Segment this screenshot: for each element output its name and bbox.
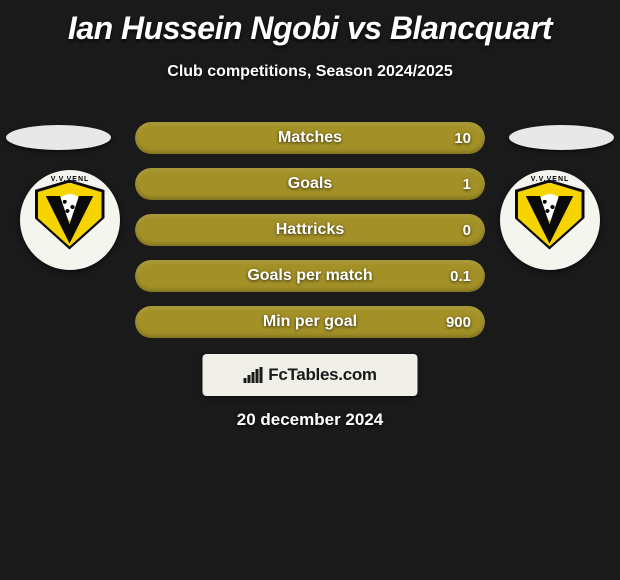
stats-panel: Matches10Goals1Hattricks0Goals per match… — [135, 122, 485, 352]
stat-label: Goals — [135, 168, 485, 200]
club-logo-graphic: V.V.VENL — [508, 178, 593, 263]
stat-value-right: 0.1 — [436, 260, 485, 292]
club-logo-right: V.V.VENL — [500, 170, 600, 270]
stat-bar: Min per goal900 — [135, 306, 485, 338]
player-head-right — [509, 125, 614, 150]
stat-value-right: 900 — [432, 306, 485, 338]
stat-bar: Goals1 — [135, 168, 485, 200]
page-title: Ian Hussein Ngobi vs Blancquart — [0, 0, 620, 47]
stat-value-right: 10 — [440, 122, 485, 154]
brand-text: FcTables.com — [268, 365, 377, 385]
root: Ian Hussein Ngobi vs Blancquart Club com… — [0, 0, 620, 81]
stat-label: Matches — [135, 122, 485, 154]
club-logo-graphic: V.V.VENL — [28, 178, 113, 263]
club-logo-left: V.V.VENL — [20, 170, 120, 270]
stat-bar: Matches10 — [135, 122, 485, 154]
subtitle: Club competitions, Season 2024/2025 — [0, 63, 620, 81]
stat-bar: Goals per match0.1 — [135, 260, 485, 292]
stat-bar: Hattricks0 — [135, 214, 485, 246]
footer-date: 20 december 2024 — [0, 410, 620, 430]
chart-icon — [243, 367, 262, 383]
brand-badge[interactable]: FcTables.com — [203, 354, 418, 396]
player-head-left — [6, 125, 111, 150]
stat-label: Goals per match — [135, 260, 485, 292]
stat-value-right: 1 — [449, 168, 485, 200]
stat-value-right: 0 — [449, 214, 485, 246]
stat-label: Hattricks — [135, 214, 485, 246]
